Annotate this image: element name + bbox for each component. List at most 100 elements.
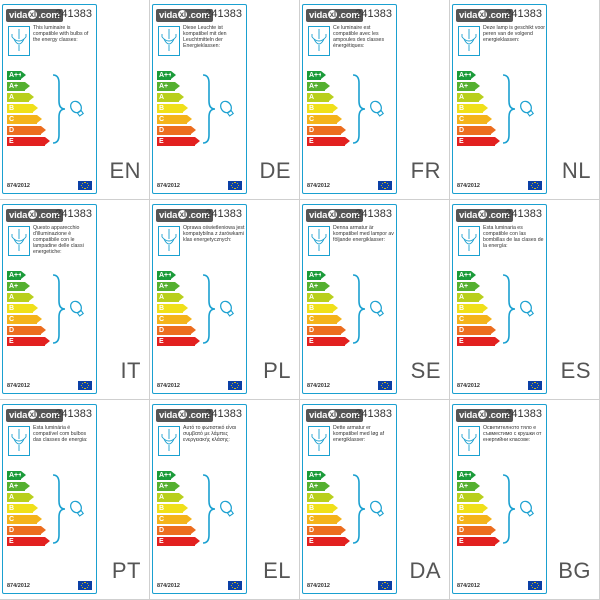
brand-logo: vida xl .com	[156, 208, 213, 222]
energy-class-bar: D	[7, 326, 46, 335]
energy-label-card: vida xl .com 241383 Diese Leuchte ist komp…	[152, 4, 247, 194]
regulation-number: 874/2012	[457, 183, 480, 189]
brand-logo: vida xl .com	[6, 8, 63, 22]
energy-class-bar: C	[7, 515, 42, 524]
energy-class-bar: C	[7, 315, 42, 324]
energy-label-card: vida xl .com 241383 Esta luminária é compa…	[2, 404, 97, 594]
regulation-number: 874/2012	[457, 383, 480, 389]
energy-class-bar: C	[457, 315, 492, 324]
energy-class-scale: A++ A+ A B C D	[157, 471, 200, 548]
chandelier-icon	[158, 426, 180, 456]
energy-class-bar: A+	[7, 282, 30, 291]
regulation-number: 874/2012	[457, 583, 480, 589]
bulb-brace-icon	[502, 474, 535, 544]
brand-logo: vida xl .com	[6, 208, 63, 222]
bulb-brace-icon	[202, 74, 235, 144]
energy-class-bar: D	[307, 326, 346, 335]
compatibility-text: Αυτό το φωτιστικό είναι συμβατό με λάμπε…	[183, 425, 236, 443]
eu-flag-icon	[378, 181, 392, 190]
eu-flag-icon	[78, 581, 92, 590]
chandelier-icon	[8, 26, 30, 56]
bulb-brace-icon	[352, 274, 385, 344]
energy-class-bar: E	[7, 137, 50, 146]
energy-class-scale: A++ A+ A B C D	[157, 271, 200, 348]
energy-class-bar: B	[307, 104, 338, 113]
energy-class-bar: B	[307, 504, 338, 513]
chandelier-icon	[308, 226, 330, 256]
product-code: 241383	[505, 408, 542, 420]
energy-class-bar: B	[457, 504, 488, 513]
eu-flag-icon	[528, 181, 542, 190]
energy-label-card: vida xl .com 241383 Осветителното тяло е с…	[452, 404, 547, 594]
energy-class-bar: A+	[457, 482, 480, 491]
label-cell-6: vida xl .com 241383 Denna armatur är kompa…	[300, 200, 450, 400]
bulb-brace-icon	[52, 74, 85, 144]
label-cell-2: vida xl .com 241383 Ce luminaire est compa…	[300, 0, 450, 200]
energy-class-scale: A++ A+ A B C D	[457, 71, 500, 148]
energy-label-card: vida xl .com 241383 Esta luminaria es comp…	[452, 204, 547, 394]
language-code: DE	[259, 158, 291, 183]
energy-class-bar: E	[157, 537, 200, 546]
regulation-number: 874/2012	[7, 583, 30, 589]
language-code: NL	[561, 158, 591, 183]
energy-class-bar: B	[457, 104, 488, 113]
brand-logo: vida xl .com	[456, 8, 513, 22]
bulb-brace-icon	[52, 274, 85, 344]
eu-flag-icon	[78, 381, 92, 390]
eu-flag-icon	[378, 381, 392, 390]
energy-class-bar: A+	[457, 82, 480, 91]
eu-flag-icon	[528, 381, 542, 390]
energy-class-bar: E	[307, 537, 350, 546]
energy-class-bar: D	[157, 126, 196, 135]
language-code: BG	[558, 558, 591, 583]
energy-class-scale: A++ A+ A B C D	[7, 71, 50, 148]
energy-class-bar: D	[457, 126, 496, 135]
bulb-brace-icon	[202, 274, 235, 344]
eu-flag-icon	[228, 381, 242, 390]
energy-class-bar: A	[307, 293, 334, 302]
product-code: 241383	[505, 208, 542, 220]
chandelier-icon	[308, 26, 330, 56]
energy-class-bar: B	[157, 304, 188, 313]
regulation-number: 874/2012	[157, 383, 180, 389]
energy-class-bar: B	[7, 104, 38, 113]
energy-class-bar: A+	[7, 82, 30, 91]
product-code: 241383	[55, 8, 92, 20]
compatibility-text: Deze lamp is geschikt voor peren van de …	[483, 25, 545, 43]
energy-class-bar: A+	[157, 282, 180, 291]
label-cell-8: vida xl .com 241383 Esta luminária é compa…	[0, 400, 150, 600]
compatibility-text: Diese Leuchte ist kompatibel mit den Leu…	[183, 25, 227, 49]
chandelier-icon	[8, 426, 30, 456]
energy-class-bar: B	[7, 304, 38, 313]
compatibility-text: Oprawa oświetleniowa jest kompatybilna z…	[183, 225, 245, 243]
regulation-number: 874/2012	[307, 183, 330, 189]
regulation-number: 874/2012	[157, 583, 180, 589]
brand-logo: vida xl .com	[306, 408, 363, 422]
energy-class-bar: B	[457, 304, 488, 313]
energy-class-bar: A+	[157, 482, 180, 491]
energy-class-bar: E	[7, 537, 50, 546]
chandelier-icon	[458, 426, 480, 456]
label-cell-9: vida xl .com 241383 Αυτό το φωτιστικό είνα…	[150, 400, 300, 600]
brand-logo: vida xl .com	[156, 408, 213, 422]
energy-class-bar: A++	[7, 471, 26, 480]
chandelier-icon	[458, 26, 480, 56]
label-cell-5: vida xl .com 241383 Oprawa oświetleniowa j…	[150, 200, 300, 400]
energy-class-bar: A++	[157, 71, 176, 80]
energy-class-bar: A++	[7, 271, 26, 280]
brand-logo: vida xl .com	[456, 408, 513, 422]
energy-class-bar: A	[7, 293, 34, 302]
energy-class-bar: B	[157, 104, 188, 113]
chandelier-icon	[158, 26, 180, 56]
energy-label-card: vida xl .com 241383 This luminaire is comp…	[2, 4, 97, 194]
energy-class-bar: A	[7, 93, 34, 102]
compatibility-text: Denna armatur är kompatibel med lampor a…	[333, 225, 394, 243]
bulb-brace-icon	[352, 474, 385, 544]
language-code: ES	[560, 358, 591, 383]
label-cell-10: vida xl .com 241383 Dette armatur er kompa…	[300, 400, 450, 600]
energy-class-bar: A++	[307, 471, 326, 480]
energy-class-bar: A	[307, 93, 334, 102]
energy-class-bar: A++	[457, 471, 476, 480]
bulb-brace-icon	[202, 474, 235, 544]
